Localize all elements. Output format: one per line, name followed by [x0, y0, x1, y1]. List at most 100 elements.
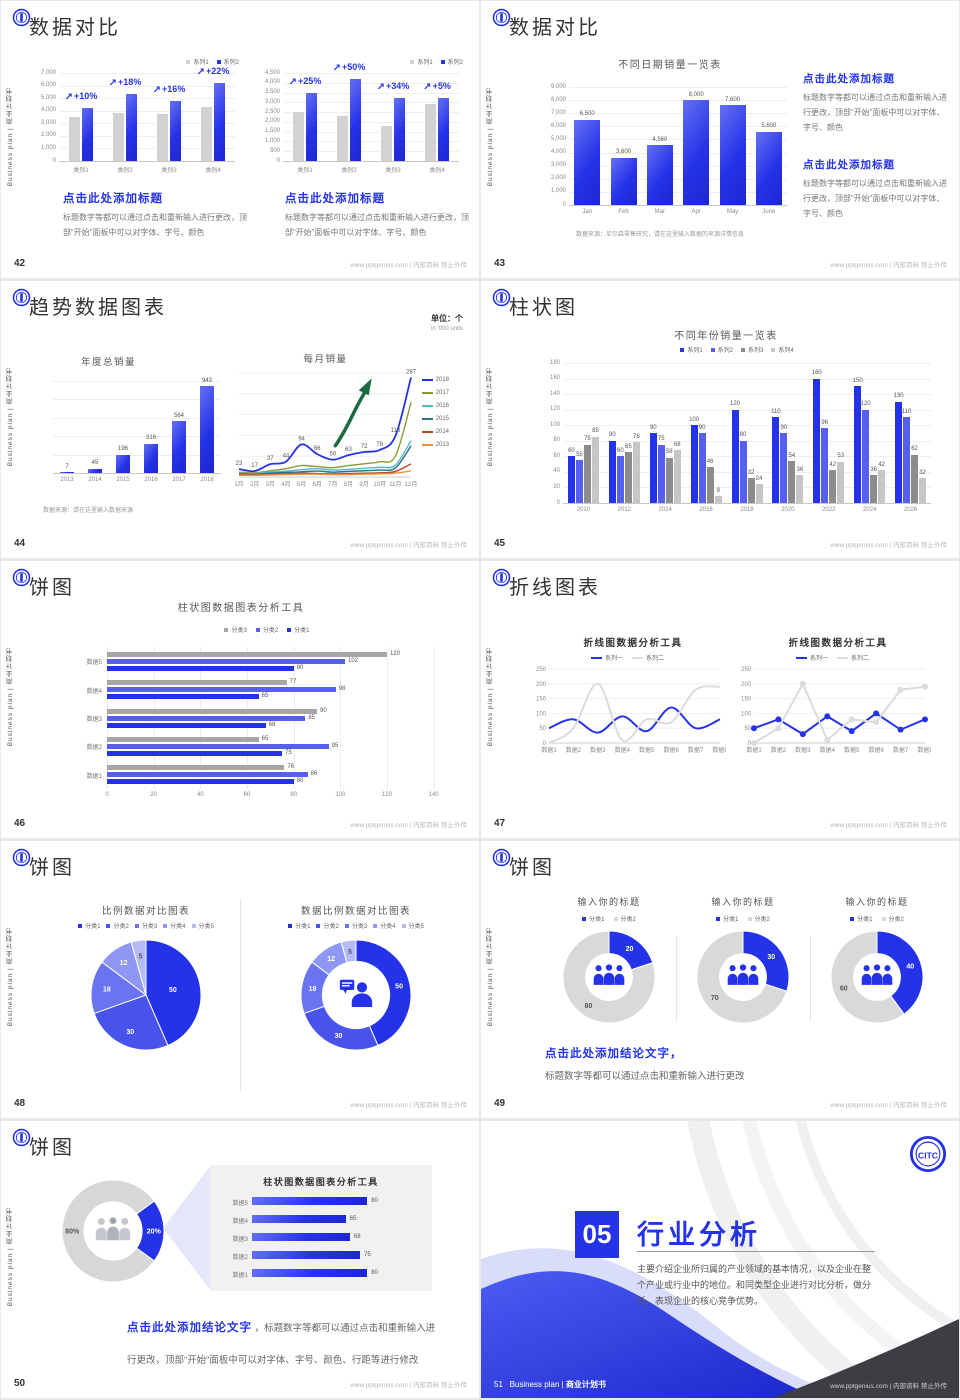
- bar: [252, 1233, 350, 1241]
- people-icon: [727, 964, 759, 990]
- svg-text:数据5: 数据5: [639, 746, 655, 754]
- callout-body: 标题数字等都可以通过点击和重新输入进行更改，顶部“开始”面板中可以对字体、字号、…: [803, 179, 947, 218]
- bar: [252, 1215, 346, 1223]
- svg-text:数据3: 数据3: [795, 746, 811, 754]
- bar: [107, 715, 306, 721]
- svg-text:118: 118: [391, 428, 401, 434]
- 分类3-swatch: [344, 923, 349, 928]
- chart-legend: 系列1 系列2: [410, 57, 463, 66]
- bar: [116, 454, 130, 473]
- 分类1-swatch: [287, 627, 292, 632]
- 2015-swatch: [421, 418, 433, 420]
- callout-body: 标题数字等都可以通过点击和重新输入进行更改，顶部“开始”面板中可以对字体、字号、…: [285, 213, 469, 237]
- 系列4-swatch: [771, 347, 776, 352]
- 系列1-swatch: [186, 59, 191, 64]
- svg-text:37: 37: [267, 456, 274, 462]
- callout-beam: [163, 1165, 211, 1291]
- bar: [113, 113, 124, 161]
- svg-text:18: 18: [103, 987, 111, 994]
- bar: [438, 98, 449, 161]
- side-vertical-label: Business plan | 商业计划书: [487, 87, 494, 187]
- 分类5-swatch: [191, 923, 196, 928]
- svg-text:40: 40: [906, 964, 914, 971]
- bar: [911, 454, 919, 503]
- bar: [107, 694, 259, 700]
- svg-text:7月: 7月: [328, 481, 337, 488]
- svg-text:8月: 8月: [344, 481, 353, 488]
- bar: [608, 440, 616, 503]
- footer-link: www.pptgenius.com | 内部资料 禁止外传: [830, 262, 947, 269]
- bar: [69, 117, 80, 161]
- page-number: 43: [494, 258, 506, 269]
- svg-text:数据5: 数据5: [844, 746, 860, 754]
- bar: [107, 722, 266, 728]
- conclusion-body: 标题数字等都可以通过点击和重新输入进行更改: [545, 1071, 745, 1082]
- svg-text:数据7: 数据7: [893, 746, 909, 754]
- unit-line2: in '000 units: [431, 326, 463, 332]
- 分类3-swatch: [134, 923, 139, 928]
- panel-bar-chart: 80 数据5 65 数据4 68 数据3 75 数据2 80 数据1: [232, 1197, 378, 1279]
- bar: [107, 651, 387, 657]
- svg-text:287: 287: [406, 370, 417, 376]
- legend-2: 分类1 分类2: [673, 914, 813, 923]
- conclusion: 点击此处添加结论文字 ，标题数字等都可以通过点击和重新输入进行更改，顶部“开始”…: [127, 1311, 441, 1375]
- bar: [107, 772, 308, 778]
- svg-text:100: 100: [741, 711, 752, 717]
- svg-text:30: 30: [767, 954, 775, 961]
- bar: [567, 456, 575, 503]
- citc-logo-icon: [12, 1128, 31, 1152]
- svg-text:数据7: 数据7: [688, 746, 704, 754]
- percent-annotation: ↗+34%: [376, 81, 410, 94]
- chart-title: 柱状图数据图表分析工具: [177, 603, 305, 614]
- bar: [665, 457, 673, 503]
- bar: [126, 94, 137, 161]
- unit-note: 单位：个 in '000 units: [431, 313, 463, 332]
- percent-annotation: ↗+5%: [423, 81, 451, 94]
- svg-text:50: 50: [539, 726, 546, 732]
- svg-text:250: 250: [741, 667, 752, 673]
- svg-text:60: 60: [840, 985, 848, 992]
- citc-logo-icon: [12, 848, 31, 872]
- bar: [172, 421, 186, 473]
- bar: [788, 461, 796, 503]
- callout-right: 点击此处添加标题 标题数字等都可以通过点击和重新输入进行更改，顶部“开始”面板中…: [285, 190, 471, 241]
- 2014-swatch: [421, 431, 433, 433]
- bar: [854, 386, 862, 503]
- bar: [350, 78, 361, 161]
- svg-text:18: 18: [309, 986, 317, 993]
- slide-title: 饼图: [29, 857, 75, 879]
- donut1-title: 输入你的标题: [577, 897, 641, 907]
- svg-text:3月: 3月: [266, 481, 275, 488]
- svg-text:数据4: 数据4: [820, 746, 836, 754]
- bar: [88, 468, 102, 473]
- page-number: 44: [14, 538, 26, 549]
- 分类2-swatch: [106, 923, 111, 928]
- svg-text:数据2: 数据2: [771, 746, 787, 754]
- side-vertical-label: Business plan | 商业计划书: [487, 647, 494, 747]
- footer-link: www.pptgenius.com | 内部资料 禁止外传: [830, 822, 947, 829]
- chart-legend: 系列一 系列二: [734, 653, 931, 662]
- donut-chart-2: 30 70: [696, 930, 790, 1024]
- bar: [107, 687, 336, 693]
- chart-legend: 系列一 系列二: [529, 653, 726, 662]
- svg-text:9月: 9月: [359, 481, 368, 488]
- 系列2-swatch: [440, 59, 445, 64]
- bar: [747, 478, 755, 503]
- 2017-swatch: [421, 392, 433, 394]
- bar: [157, 114, 168, 161]
- bar: [107, 765, 285, 771]
- footer-link: www.pptgenius.com | 内部资料 禁止外传: [830, 1383, 947, 1390]
- svg-text:30: 30: [126, 1029, 134, 1036]
- bar: [144, 443, 158, 473]
- footer-link: www.pptgenius.com | 内部资料 禁止外传: [350, 1102, 467, 1109]
- svg-text:12: 12: [327, 956, 335, 963]
- 2018-swatch: [421, 379, 433, 381]
- slide-51: CITC 05 行业分析 主要介绍企业所归属的产业领域的基本情况，以及企业在整个…: [481, 1121, 959, 1398]
- bar: [632, 442, 640, 503]
- bar: [610, 157, 637, 205]
- svg-text:数据1: 数据1: [746, 746, 762, 754]
- left-chart-title: 折线图数据分析工具: [583, 638, 683, 649]
- donut2-title: 输入你的标题: [711, 897, 775, 907]
